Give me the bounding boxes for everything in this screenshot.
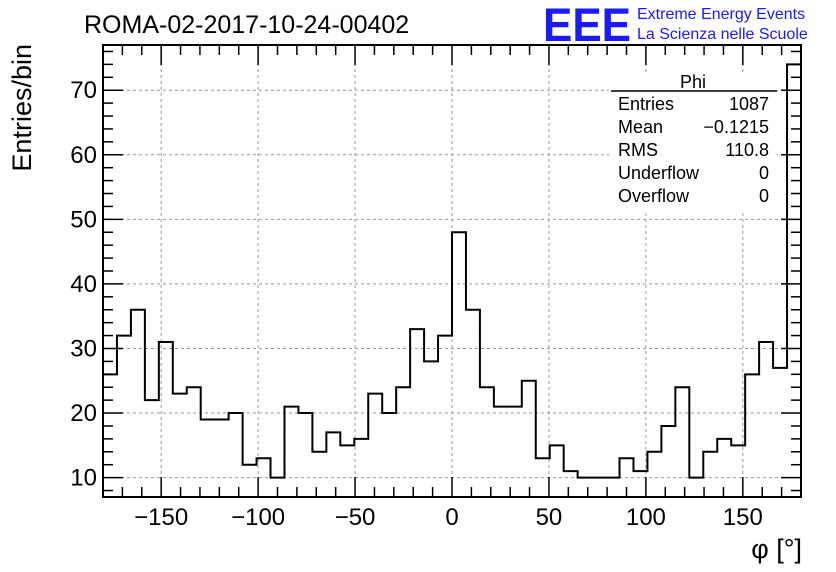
y-tick-label: 60 [70, 142, 97, 169]
histogram-bin [271, 478, 285, 497]
stats-box-rows: Entries 1087 Mean −0.1215 RMS 110.8 Underflow 0… [618, 94, 769, 206]
axis-ticks [102, 45, 802, 497]
histogram-bin [745, 374, 759, 497]
stats-row-value: 0 [759, 163, 769, 183]
histogram-bin [340, 445, 354, 497]
histogram-bin [536, 458, 550, 497]
histogram-bin [410, 329, 424, 497]
histogram-bin [592, 478, 606, 497]
histogram-bin [564, 471, 578, 497]
histogram-bin [229, 413, 243, 497]
histogram-bin [606, 478, 620, 497]
histogram-bin [494, 407, 508, 497]
histogram-bin [787, 64, 801, 497]
histogram-bin [438, 336, 452, 497]
y-axis-label: Entries/bin [7, 44, 37, 172]
histogram-bin [731, 445, 745, 497]
histogram-bin [773, 368, 787, 497]
histogram-bin [508, 407, 522, 497]
histogram-bin [647, 452, 661, 497]
stats-row-value: 1087 [729, 94, 769, 114]
y-tick-label: 50 [70, 206, 97, 233]
histogram-bin [201, 420, 215, 497]
eee-logo-line1: Extreme Energy Events [637, 6, 805, 23]
histogram-bin [173, 394, 187, 497]
histogram-bin [717, 439, 731, 497]
histogram-bin [633, 471, 647, 497]
x-tick-label: −150 [134, 504, 188, 531]
histogram-bin [257, 458, 271, 497]
chart-title: ROMA-02-2017-10-24-00402 [84, 11, 409, 39]
histogram-bin [550, 445, 564, 497]
histogram-bin [578, 478, 592, 497]
x-tick-label: 100 [626, 504, 666, 531]
histogram-bin [326, 432, 340, 497]
stats-box: Phi Entries 1087 Mean −0.1215 RMS 110.8 Underf… [609, 72, 777, 212]
histogram-bin [396, 387, 410, 497]
histogram-bin [452, 232, 466, 497]
histogram-bin [620, 458, 634, 497]
x-tick-label: −100 [231, 504, 285, 531]
histogram-bin [131, 310, 145, 497]
x-tick-label: 150 [723, 504, 763, 531]
histogram-bin [703, 452, 717, 497]
x-axis-label: φ [°] [751, 534, 802, 564]
histogram-bin [103, 374, 117, 497]
histogram-bin [145, 400, 159, 497]
histogram-bin [159, 342, 173, 497]
y-tick-label: 20 [70, 400, 97, 427]
histogram-bin [215, 420, 229, 497]
histogram-series-line [102, 63, 802, 497]
histogram-bin [187, 387, 201, 497]
histogram-bin [382, 413, 396, 497]
histogram-bin [661, 426, 675, 497]
histogram-bin [243, 465, 257, 497]
histogram-bin [466, 310, 480, 497]
y-tick-label: 10 [70, 465, 97, 492]
stats-row-label: Underflow [618, 163, 700, 183]
histogram-bin [284, 407, 298, 497]
histogram-bin [759, 342, 773, 497]
stats-row-label: RMS [618, 140, 658, 160]
histogram-bin [522, 381, 536, 497]
histogram-bin [424, 361, 438, 497]
histogram-bin [312, 452, 326, 497]
histogram-bin [368, 394, 382, 497]
stats-row-label: Entries [618, 94, 674, 114]
stats-row-value: 0 [759, 186, 769, 206]
histogram-bin [689, 478, 703, 497]
eee-logo-line2: La Scienza nelle Scuole [637, 26, 808, 43]
histogram-bin [675, 387, 689, 497]
stats-box-background [609, 72, 777, 212]
histogram-bin [298, 413, 312, 497]
tick-labels: −150 −100 −50 0 50 100 150 10 20 30 40 50 60 70 [70, 77, 763, 531]
x-tick-label: 50 [536, 504, 563, 531]
y-tick-label: 40 [70, 271, 97, 298]
x-tick-label: −50 [335, 504, 376, 531]
stats-box-title: Phi [680, 72, 706, 92]
stats-row-label: Overflow [618, 186, 690, 206]
y-tick-label: 70 [70, 77, 97, 104]
eee-logo: EEE Extreme Energy Events La Scienza nel… [543, 0, 808, 51]
histogram-bin [354, 439, 368, 497]
stats-row-value: 110.8 [725, 140, 769, 160]
stats-row-value: −0.1215 [703, 117, 769, 137]
histogram-bin [480, 387, 494, 497]
stats-row-label: Mean [618, 117, 663, 137]
y-tick-label: 30 [70, 335, 97, 362]
x-tick-label: 0 [445, 504, 458, 531]
eee-logo-mark: EEE [543, 0, 631, 51]
histogram-bin [117, 336, 131, 497]
